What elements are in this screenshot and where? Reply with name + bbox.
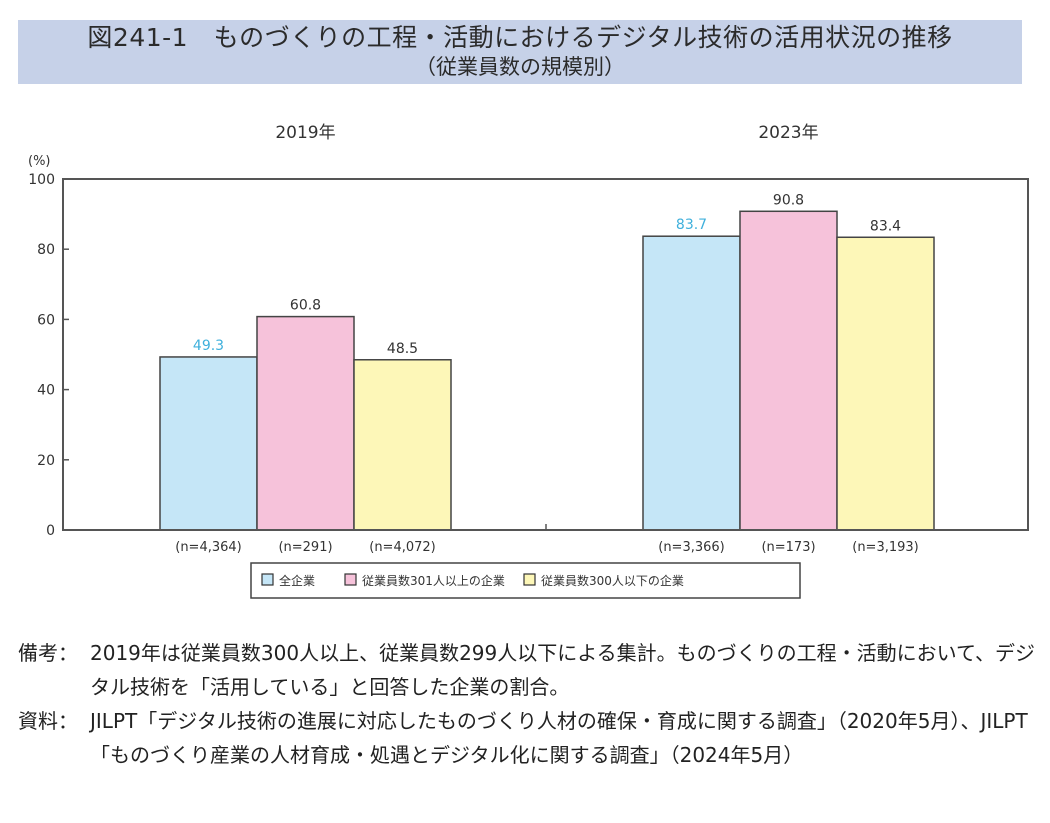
legend-label: 全企業 <box>279 573 315 588</box>
y-tick-label: 0 <box>46 523 55 539</box>
y-tick-label: 80 <box>37 242 55 258</box>
y-axis-unit-label: (%) <box>28 154 51 169</box>
value-label: 90.8 <box>773 192 804 208</box>
y-tick-label: 40 <box>37 383 55 399</box>
bar-chart: (%) 0 20 40 60 80 100 2019年 2023年 49.3 (n=4,364… <box>28 123 1029 599</box>
source-label: 資料： <box>18 709 78 733</box>
y-tick-label: 20 <box>37 453 55 469</box>
bar <box>256 315 355 531</box>
sample-size-label: (n=3,193) <box>852 540 919 555</box>
value-label: 49.3 <box>193 338 224 354</box>
legend-swatch <box>523 573 536 586</box>
legend-swatch <box>344 573 357 586</box>
bar <box>642 235 741 531</box>
bar <box>159 356 258 531</box>
category-labels: 2019年 2023年 <box>275 123 818 143</box>
value-label: 60.8 <box>290 298 321 314</box>
remarks-text: 2019年は従業員数300人以上、従業員数299人以下による集計。ものづくりの工… <box>90 641 1036 699</box>
figure-title: 図241-1 ものづくりの工程・活動におけるデジタル技術の活用状況の推移 <box>87 23 953 52</box>
value-label: 83.4 <box>870 218 901 234</box>
sample-size-label: (n=4,072) <box>369 540 436 555</box>
source-note: 資料： JILPT「デジタル技術の進展に対応したものづくり人材の確保・育成に関す… <box>18 704 1038 772</box>
legend-label: 従業員数300人以下の企業 <box>541 573 684 588</box>
category-label: 2023年 <box>758 123 818 143</box>
sample-size-label: (n=173) <box>761 540 815 555</box>
bars: 49.3 (n=4,364) 60.8 (n=291) 48.5 (n=4,072) 83.… <box>159 192 935 555</box>
sample-size-label: (n=291) <box>278 540 332 555</box>
remarks-label: 備考： <box>18 641 78 665</box>
remarks-note: 備考： 2019年は従業員数300人以上、従業員数299人以下による集計。ものづ… <box>18 636 1038 704</box>
value-label: 48.5 <box>387 341 418 357</box>
source-text: JILPT「デジタル技術の進展に対応したものづくり人材の確保・育成に関する調査」… <box>90 709 1028 767</box>
sample-size-label: (n=4,364) <box>175 540 242 555</box>
legend-swatch <box>261 573 274 586</box>
category-label: 2019年 <box>275 123 335 143</box>
bar <box>353 359 452 531</box>
bar <box>836 236 935 531</box>
legend-label: 従業員数301人以上の企業 <box>362 573 505 588</box>
figure-subtitle: （従業員数の規模別） <box>415 55 625 79</box>
legend: 全企業 従業員数301人以上の企業 従業員数300人以下の企業 <box>250 562 801 599</box>
sample-size-label: (n=3,366) <box>658 540 725 555</box>
y-tick-label: 100 <box>28 172 55 188</box>
bar <box>739 210 838 531</box>
figure-title-band: 図241-1 ものづくりの工程・活動におけるデジタル技術の活用状況の推移 （従業… <box>18 20 1022 84</box>
notes: 備考： 2019年は従業員数300人以上、従業員数299人以下による集計。ものづ… <box>18 636 1038 772</box>
value-label: 83.7 <box>676 217 707 233</box>
y-tick-label: 60 <box>37 312 55 328</box>
